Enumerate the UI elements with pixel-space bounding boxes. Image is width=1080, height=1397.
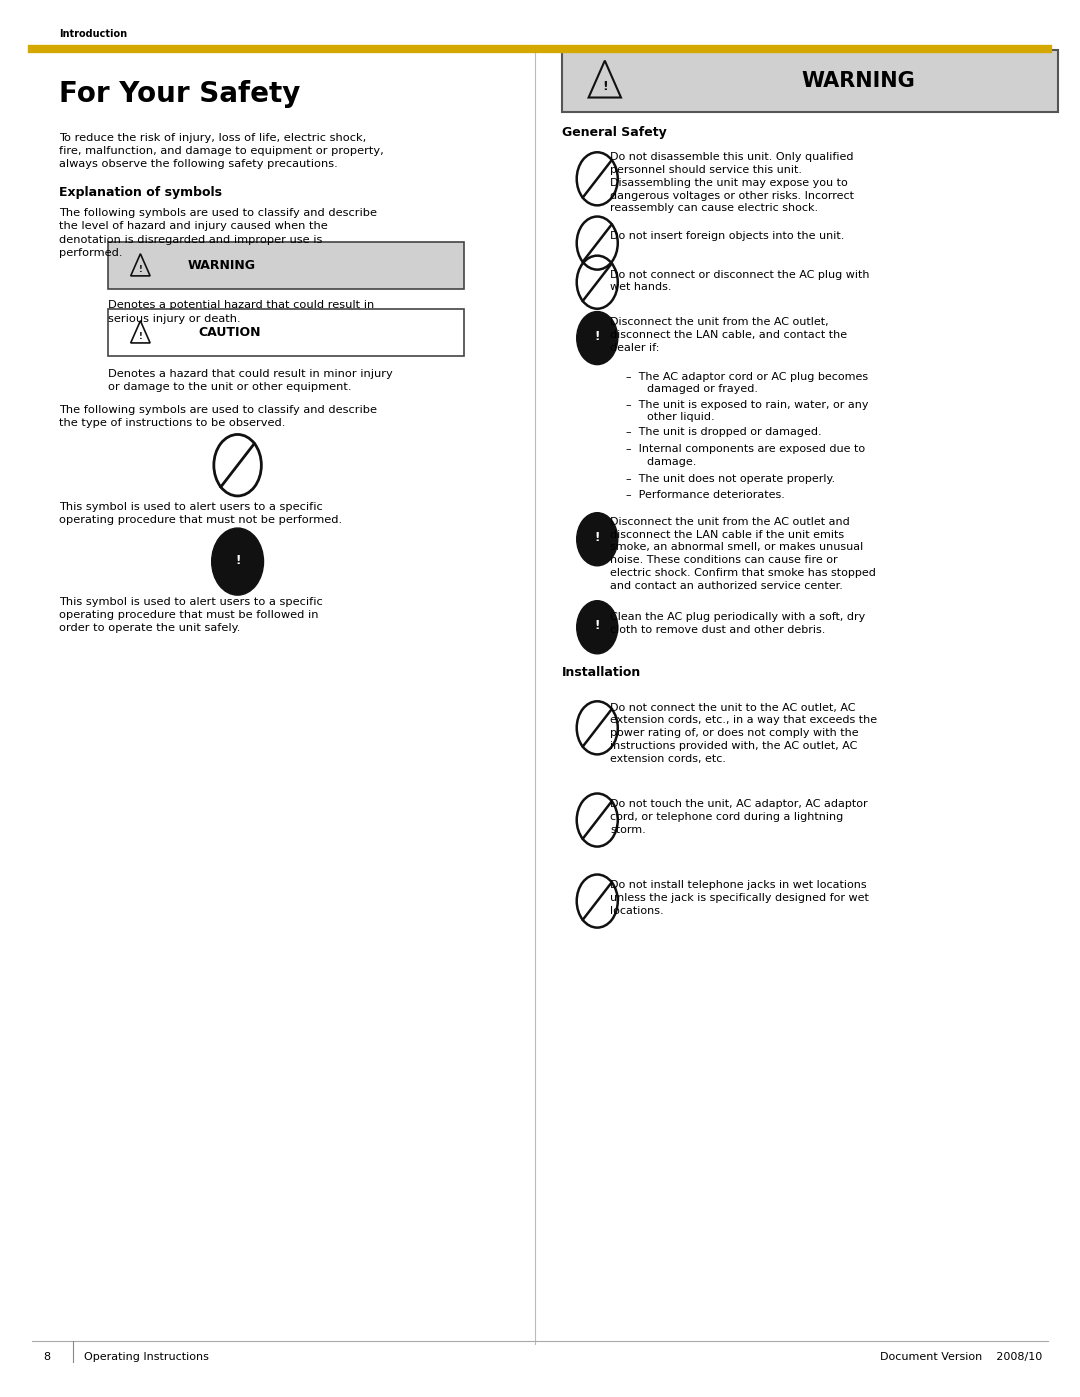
- Text: Introduction: Introduction: [59, 29, 127, 39]
- Text: Explanation of symbols: Explanation of symbols: [59, 186, 222, 198]
- FancyBboxPatch shape: [108, 242, 464, 289]
- Text: !: !: [595, 619, 599, 633]
- Text: Denotes a hazard that could result in minor injury
or damage to the unit or othe: Denotes a hazard that could result in mi…: [108, 369, 393, 393]
- Text: Denotes a potential hazard that could result in
serious injury or death.: Denotes a potential hazard that could re…: [108, 300, 375, 324]
- Circle shape: [577, 601, 618, 654]
- Text: WARNING: WARNING: [801, 71, 916, 91]
- Text: –  The unit is dropped or damaged.: – The unit is dropped or damaged.: [626, 427, 822, 437]
- Text: –  Performance deteriorates.: – Performance deteriorates.: [626, 490, 785, 500]
- Text: For Your Safety: For Your Safety: [59, 80, 300, 108]
- Text: 8: 8: [43, 1352, 51, 1362]
- Text: –  The AC adaptor cord or AC plug becomes
      damaged or frayed.: – The AC adaptor cord or AC plug becomes…: [626, 372, 868, 394]
- Circle shape: [212, 528, 264, 595]
- Text: General Safety: General Safety: [562, 126, 666, 138]
- Text: Do not insert foreign objects into the unit.: Do not insert foreign objects into the u…: [610, 231, 845, 240]
- Text: –  The unit does not operate properly.: – The unit does not operate properly.: [626, 474, 836, 483]
- Text: Clean the AC plug periodically with a soft, dry
cloth to remove dust and other d: Clean the AC plug periodically with a so…: [610, 612, 865, 634]
- Text: –  The unit is exposed to rain, water, or any
      other liquid.: – The unit is exposed to rain, water, or…: [626, 400, 869, 422]
- FancyBboxPatch shape: [562, 50, 1058, 112]
- Text: Disconnect the unit from the AC outlet and
disconnect the LAN cable if the unit : Disconnect the unit from the AC outlet a…: [610, 517, 876, 591]
- Text: To reduce the risk of injury, loss of life, electric shock,
fire, malfunction, a: To reduce the risk of injury, loss of li…: [59, 133, 384, 169]
- Text: Do not install telephone jacks in wet locations
unless the jack is specifically : Do not install telephone jacks in wet lo…: [610, 880, 869, 915]
- Text: Do not touch the unit, AC adaptor, AC adaptor
cord, or telephone cord during a l: Do not touch the unit, AC adaptor, AC ad…: [610, 799, 868, 834]
- Text: !: !: [138, 265, 143, 274]
- Text: This symbol is used to alert users to a specific
operating procedure that must n: This symbol is used to alert users to a …: [59, 502, 342, 525]
- Text: !: !: [235, 553, 240, 567]
- FancyBboxPatch shape: [108, 309, 464, 356]
- Text: !: !: [595, 330, 599, 344]
- Text: Installation: Installation: [562, 666, 640, 679]
- Text: Do not connect or disconnect the AC plug with
wet hands.: Do not connect or disconnect the AC plug…: [610, 270, 869, 292]
- Text: CAUTION: CAUTION: [199, 326, 261, 339]
- Text: !: !: [138, 332, 143, 341]
- Text: Operating Instructions: Operating Instructions: [84, 1352, 210, 1362]
- Text: !: !: [595, 531, 599, 545]
- Circle shape: [577, 513, 618, 566]
- Text: Do not connect the unit to the AC outlet, AC
extension cords, etc., in a way tha: Do not connect the unit to the AC outlet…: [610, 703, 877, 764]
- Text: !: !: [602, 80, 608, 94]
- Text: This symbol is used to alert users to a specific
operating procedure that must b: This symbol is used to alert users to a …: [59, 597, 323, 633]
- Text: The following symbols are used to classify and describe
the level of hazard and : The following symbols are used to classi…: [59, 208, 377, 258]
- Text: Do not disassemble this unit. Only qualified
personnel should service this unit.: Do not disassemble this unit. Only quali…: [610, 152, 854, 214]
- Text: –  Internal components are exposed due to
      damage.: – Internal components are exposed due to…: [626, 444, 865, 467]
- Text: The following symbols are used to classify and describe
the type of instructions: The following symbols are used to classi…: [59, 405, 377, 429]
- Text: WARNING: WARNING: [188, 258, 255, 272]
- Text: Disconnect the unit from the AC outlet,
disconnect the LAN cable, and contact th: Disconnect the unit from the AC outlet, …: [610, 317, 848, 352]
- Circle shape: [577, 312, 618, 365]
- Text: Document Version    2008/10: Document Version 2008/10: [880, 1352, 1042, 1362]
